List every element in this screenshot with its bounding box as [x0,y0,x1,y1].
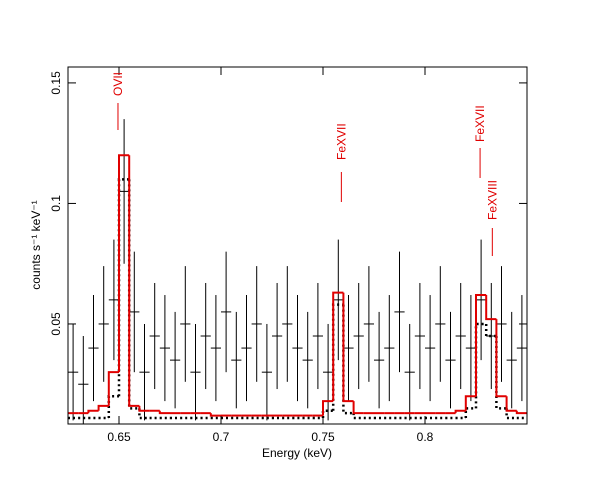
component-step [107,395,119,418]
model-step [485,295,497,321]
component-step [474,322,487,409]
model-step [464,395,476,411]
line-label: OVII [111,72,125,96]
model-step [332,291,344,402]
model-step [118,154,130,373]
model-step [322,400,334,416]
x-tick-label: 0.7 [213,430,230,444]
x-tick-label: 0.75 [311,430,335,444]
model-step [128,155,140,407]
component-step [138,408,150,420]
model-step [138,405,150,412]
x-tick-label: 0.8 [417,430,434,444]
y-tick-label: 0.1 [49,195,63,212]
model-step [475,294,487,397]
model-step [454,409,466,414]
y-tick-label: 0.15 [49,71,63,95]
model-step [209,413,221,417]
model-step [107,371,119,406]
model-step [97,404,109,411]
model-step [158,410,170,415]
line-label: FeXVII [473,105,487,142]
y-tick-label: 0.05 [49,312,63,336]
model-step [352,401,364,415]
model-step [505,396,517,412]
x-tick-label: 0.65 [107,430,131,444]
frame [67,66,528,425]
line-label: FeXVII [334,123,348,160]
component-step [352,413,364,420]
component-step [505,408,517,420]
model-step [495,319,507,398]
line-label: FeXVIII [485,180,499,220]
component-step [464,407,476,418]
model-step [87,409,99,414]
model-step [342,292,354,403]
plot-area [68,119,527,424]
x-axis-label: Energy (keV) [262,446,332,460]
model-step [515,410,527,415]
y-axis-label: counts s⁻¹ keV⁻¹ [29,200,43,289]
